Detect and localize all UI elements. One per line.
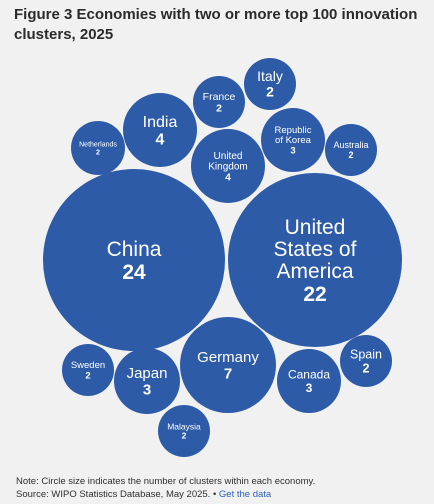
bubble-label-united-kingdom: United Kingdom [208, 151, 247, 173]
bubble-label-italy: Italy [257, 68, 283, 84]
bubble-value-france: 2 [216, 102, 222, 114]
bubble-circle-spain [340, 335, 392, 387]
bubble-label-united-states-of-america: United States of America [274, 216, 357, 283]
source-line: Source: WIPO Statistics Database, May 20… [16, 488, 315, 501]
get-the-data-link[interactable]: Get the data [218, 489, 272, 500]
bubble-label-spain: Spain [350, 348, 382, 362]
bubble-label-france: France [203, 91, 236, 103]
bubble-value-netherlands: 2 [96, 149, 100, 156]
bubble-circle-malaysia [158, 405, 210, 457]
bubble-label-malaysia: Malaysia [167, 421, 201, 431]
chart-title: Figure 3 Economies with two or more top … [14, 6, 418, 43]
bubble-label-australia: Australia [333, 140, 368, 150]
bubble-value-united-states-of-america: 22 [303, 283, 326, 306]
note-text: Note: Circle size indicates the number o… [16, 476, 316, 487]
bubble-label-india: India [143, 114, 178, 131]
bubble-circle-sweden [62, 344, 114, 396]
bubble-label-japan: Japan [127, 365, 168, 382]
bubble-circle-republic-of-korea [261, 108, 325, 172]
bubble-value-china: 24 [122, 261, 146, 284]
bubble-label-sweden: Sweden [71, 360, 105, 371]
bubble-value-republic-of-korea: 3 [290, 146, 295, 157]
bubble-circle-united-states-of-america [228, 173, 402, 347]
bubble-circle-united-kingdom [191, 129, 265, 203]
bubble-label-china: China [107, 238, 162, 261]
bubble-circle-india [123, 93, 197, 167]
bubble-value-japan: 3 [143, 382, 151, 399]
source-text: Source: WIPO Statistics Database, May 20… [16, 489, 211, 500]
bubble-circle-canada [277, 349, 341, 413]
bubble-value-india: 4 [156, 131, 165, 148]
separator: • [212, 489, 217, 500]
bubble-value-sweden: 2 [85, 371, 90, 382]
bubble-label-netherlands: Netherlands [79, 142, 117, 149]
bubble-circle-france [193, 76, 245, 128]
bubble-circle-japan [114, 348, 180, 414]
bubble-circle-germany [180, 317, 276, 413]
bubble-label-canada: Canada [288, 368, 330, 382]
bubble-value-united-kingdom: 4 [225, 172, 231, 183]
bubble-value-malaysia: 2 [182, 431, 187, 441]
bubble-circle-china [43, 169, 225, 351]
bubble-value-italy: 2 [266, 84, 274, 100]
bubble-value-germany: 7 [224, 366, 232, 383]
bubble-circle-italy [244, 58, 296, 110]
chart-notes: Note: Circle size indicates the number o… [16, 475, 315, 501]
bubble-label-germany: Germany [197, 349, 259, 366]
bubble-circle-netherlands [71, 121, 125, 175]
bubble-label-republic-of-korea: Republic of Korea [275, 125, 312, 146]
bubble-circle-australia [325, 124, 377, 176]
bubble-value-spain: 2 [363, 361, 370, 375]
bubble-value-australia: 2 [348, 150, 353, 160]
bubble-value-canada: 3 [306, 381, 313, 395]
